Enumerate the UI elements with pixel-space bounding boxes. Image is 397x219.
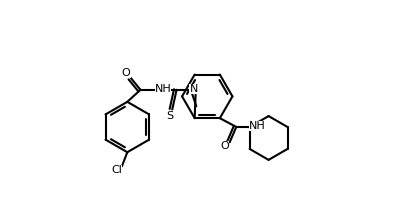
Text: O: O	[220, 141, 229, 150]
Text: Cl: Cl	[111, 165, 122, 175]
Text: S: S	[166, 111, 173, 121]
Text: NH: NH	[249, 121, 266, 131]
Text: N: N	[189, 84, 198, 94]
Text: NH: NH	[155, 84, 172, 94]
Text: O: O	[122, 68, 131, 78]
